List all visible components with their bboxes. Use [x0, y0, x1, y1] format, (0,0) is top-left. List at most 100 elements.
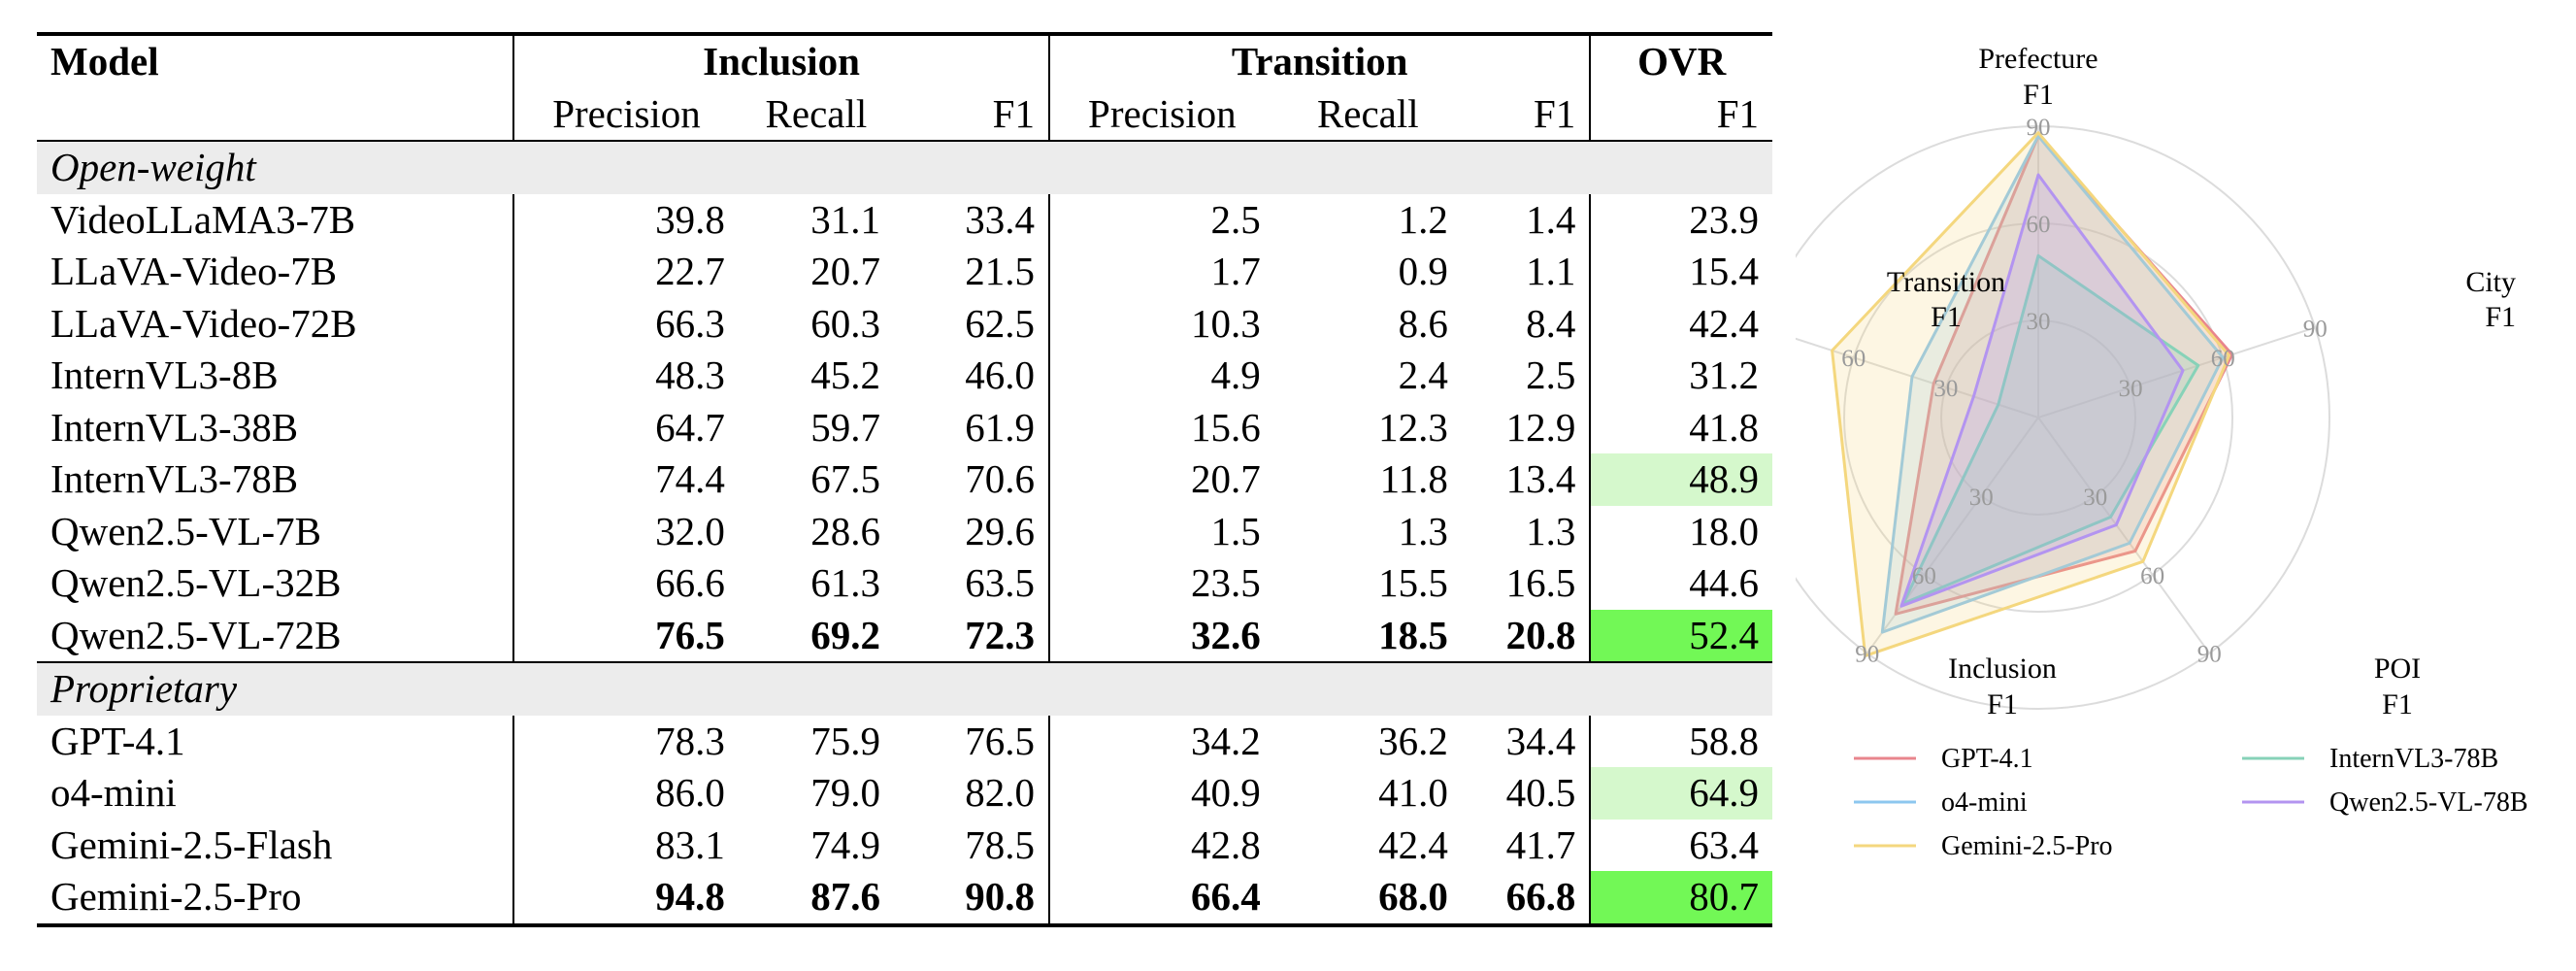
- section-row: Open-weight: [37, 140, 1772, 194]
- table-row: InternVL3-8B 48.3 45.2 46.0 4.9 2.4 2.5 31.2: [37, 350, 1772, 402]
- header-spacer: [37, 87, 515, 141]
- value-cell: 68.0: [1273, 871, 1462, 927]
- value-cell: 13.4: [1461, 453, 1592, 506]
- value-cell: 82.0: [893, 767, 1050, 820]
- header-subcol: F1: [1461, 87, 1592, 141]
- value-cell: 87.6: [738, 871, 894, 927]
- value-cell: 31.1: [810, 196, 880, 242]
- value-cell: 48.9: [1590, 453, 1772, 506]
- value-cell: 60.3: [810, 300, 880, 346]
- series-polygon: [1901, 253, 2200, 605]
- series-polygon: [1831, 131, 2231, 657]
- value-cell: 12.3: [1378, 404, 1448, 450]
- table-row: Gemini-2.5-Pro 94.8 87.6 90.8 66.4 68.0 66.8 80…: [37, 871, 1772, 927]
- value-cell: 74.4: [655, 456, 725, 502]
- model-name: Gemini-2.5-Pro: [37, 871, 515, 927]
- value-cell: 72.3: [893, 609, 1050, 662]
- header-row-subcols: Precision Recall F1 Precision Recall F1 F1: [37, 87, 1772, 141]
- header-subcol: Recall: [765, 90, 868, 136]
- value-cell: 34.4: [1461, 715, 1592, 767]
- value-cell: 1.5: [1210, 508, 1261, 553]
- value-cell: 21.5: [893, 246, 1050, 298]
- value-cell: 15.4: [1689, 249, 1759, 294]
- tick-label: 60: [2027, 212, 2051, 238]
- table-row: InternVL3-38B 64.7 59.7 61.9 15.6 12.3 12.9 41.…: [37, 401, 1772, 453]
- value-cell: 69.2: [810, 612, 880, 657]
- value-cell: 10.3: [1190, 300, 1261, 346]
- value-cell: 86.0: [655, 770, 725, 816]
- value-cell: 46.0: [893, 350, 1050, 402]
- tick-label: 60: [1841, 346, 1866, 372]
- value-cell: 18.5: [1378, 612, 1448, 657]
- legend-label: GPT-4.1: [1941, 744, 2033, 774]
- value-cell: 39.8: [655, 196, 725, 242]
- section-label: Open-weight: [37, 140, 1772, 194]
- value-cell: 63.5: [893, 557, 1050, 610]
- table-row: InternVL3-78B 74.4 67.5 70.6 20.7 11.8 13.4 48.…: [37, 453, 1772, 506]
- tick-label: 90: [1855, 642, 1879, 668]
- model-name: InternVL3-78B: [37, 453, 515, 506]
- value-cell: 76.5: [655, 612, 725, 657]
- model-name: LLaVA-Video-72B: [37, 297, 515, 350]
- model-name: Gemini-2.5-Flash: [37, 819, 515, 871]
- value-cell: 23.5: [1190, 560, 1261, 606]
- value-cell: 20.7: [810, 249, 880, 294]
- value-cell: 59.7: [810, 404, 880, 450]
- axis-label: POI: [2374, 653, 2421, 685]
- value-cell: 18.0: [1689, 508, 1759, 553]
- value-cell: 74.9: [810, 821, 880, 867]
- value-cell: 40.5: [1461, 767, 1592, 820]
- value-cell: 0.9: [1398, 249, 1448, 294]
- model-name: Qwen2.5-VL-72B: [37, 609, 515, 662]
- tick-label: 90: [2197, 642, 2222, 668]
- table-row: GPT-4.1 78.3 75.9 76.5 34.2 36.2 34.4 58.8: [37, 715, 1772, 767]
- header-group-inclusion: Inclusion: [513, 32, 1050, 88]
- value-cell: 12.9: [1461, 401, 1592, 453]
- value-cell: 32.0: [655, 508, 725, 553]
- value-cell: 1.1: [1461, 246, 1592, 298]
- value-cell: 36.2: [1378, 718, 1448, 763]
- value-cell: 52.4: [1590, 609, 1772, 662]
- value-cell: 1.4: [1461, 193, 1592, 246]
- value-cell: 66.4: [1048, 871, 1274, 927]
- value-cell: 2.5: [1210, 196, 1261, 242]
- value-cell: 58.8: [1689, 718, 1759, 763]
- tick-label: 60: [1912, 563, 1936, 589]
- value-cell: 76.5: [893, 715, 1050, 767]
- series-polygon: [1894, 134, 2234, 616]
- axis-spoke: [2037, 417, 2211, 654]
- header-model: Model: [37, 32, 515, 88]
- value-cell: 66.8: [1461, 871, 1592, 927]
- value-cell: 61.9: [893, 401, 1050, 453]
- value-cell: 41.0: [1378, 770, 1448, 816]
- model-name: GPT-4.1: [37, 715, 515, 767]
- model-name: VideoLLaMA3-7B: [37, 193, 515, 246]
- value-cell: 15.6: [1190, 404, 1261, 450]
- legend-label: Qwen2.5-VL-78B: [2329, 787, 2528, 818]
- value-cell: 90.8: [893, 871, 1050, 927]
- tick-label: 30: [2083, 485, 2107, 511]
- value-cell: 4.9: [1210, 352, 1261, 398]
- table-row: LLaVA-Video-7B 22.7 20.7 21.5 1.7 0.9 1.1 15.4: [37, 246, 1772, 298]
- value-cell: 67.5: [810, 456, 880, 502]
- value-cell: 70.6: [893, 453, 1050, 506]
- value-cell: 22.7: [655, 249, 725, 294]
- table-row: VideoLLaMA3-7B 39.8 31.1 33.4 2.5 1.2 1.4 23.9: [37, 193, 1772, 246]
- axis-label: Prefecture: [1978, 43, 2097, 75]
- value-cell: 34.2: [1190, 718, 1261, 763]
- axis-label: F1: [1987, 688, 2018, 720]
- tick-label: 60: [2211, 346, 2235, 372]
- tick-label: 90: [2303, 316, 2328, 342]
- table-row: Qwen2.5-VL-72B 76.5 69.2 72.3 32.6 18.5 20.8 52…: [37, 609, 1772, 662]
- value-cell: 28.6: [810, 508, 880, 553]
- axis-label: F1: [2023, 79, 2054, 111]
- value-cell: 48.3: [655, 352, 725, 398]
- header-subcol: Precision: [552, 90, 701, 136]
- value-cell: 11.8: [1379, 456, 1448, 502]
- section-label: Proprietary: [37, 661, 1772, 716]
- value-cell: 33.4: [893, 193, 1050, 246]
- model-name: Qwen2.5-VL-7B: [37, 505, 515, 557]
- series-polygon: [1880, 134, 2225, 634]
- model-name: InternVL3-38B: [37, 401, 515, 453]
- value-cell: 63.4: [1689, 821, 1759, 867]
